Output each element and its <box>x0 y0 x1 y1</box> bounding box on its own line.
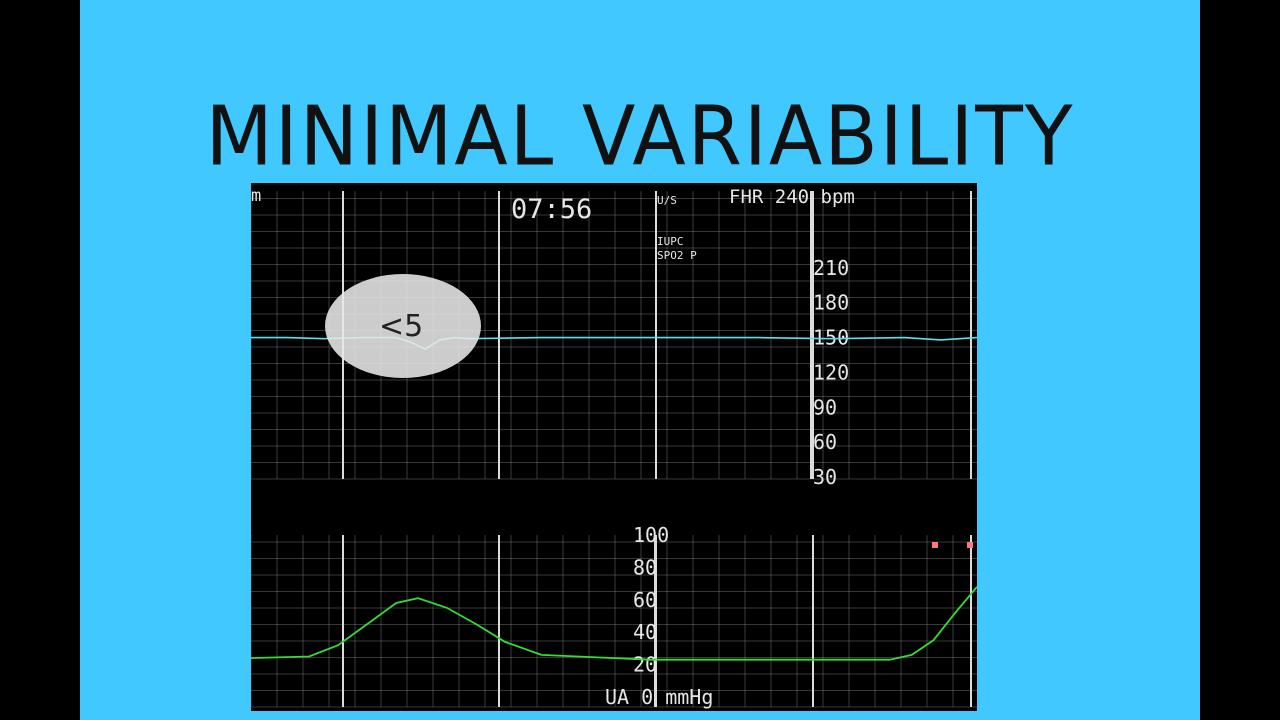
slide-title: MINIMAL VARIABILITY <box>205 89 1075 185</box>
monitor-chart: 30 60 90 120 150 180 210 FHR 240 bpm m 07:56 U/S IU… <box>251 186 977 709</box>
ua-tick-label: 80 <box>633 555 657 579</box>
fhr-tick-label: 120 <box>813 360 849 384</box>
left-marker: m <box>251 186 261 206</box>
ua-tick-label: 100 <box>633 523 669 547</box>
indicator-spo2: SPO2 P <box>657 249 697 262</box>
time-display: 07:56 <box>511 194 592 225</box>
ua-marker <box>967 542 973 548</box>
fhr-tick-label: 150 <box>813 326 849 350</box>
fetal-monitor-strip: 30 60 90 120 150 180 210 FHR 240 bpm m 07:56 U/S IU… <box>251 183 977 711</box>
indicator-us: U/S <box>657 194 677 207</box>
indicator-iupc: IUPC <box>657 235 684 248</box>
ua-marker <box>932 542 938 548</box>
ua-tick-label: 60 <box>633 588 657 612</box>
fhr-tick-label: 30 <box>813 465 837 489</box>
fhr-axis-title: FHR 240 bpm <box>729 186 855 208</box>
fhr-tick-label: 210 <box>813 256 849 280</box>
slide-background: MINIMAL VARIABILITY 30 60 90 120 150 180 210 FH… <box>80 0 1200 720</box>
ua-tick-label: 20 <box>633 653 657 677</box>
annotation-bubble <box>325 274 481 378</box>
fhr-tick-label: 60 <box>813 430 837 454</box>
ua-tick-label: 40 <box>633 620 657 644</box>
ua-axis-title: UA 0 mmHg <box>605 685 713 709</box>
fhr-tick-label: 180 <box>813 291 849 315</box>
annotation-text: <5 <box>379 309 423 344</box>
ua-trace <box>251 586 977 661</box>
fhr-tick-label: 90 <box>813 395 837 419</box>
